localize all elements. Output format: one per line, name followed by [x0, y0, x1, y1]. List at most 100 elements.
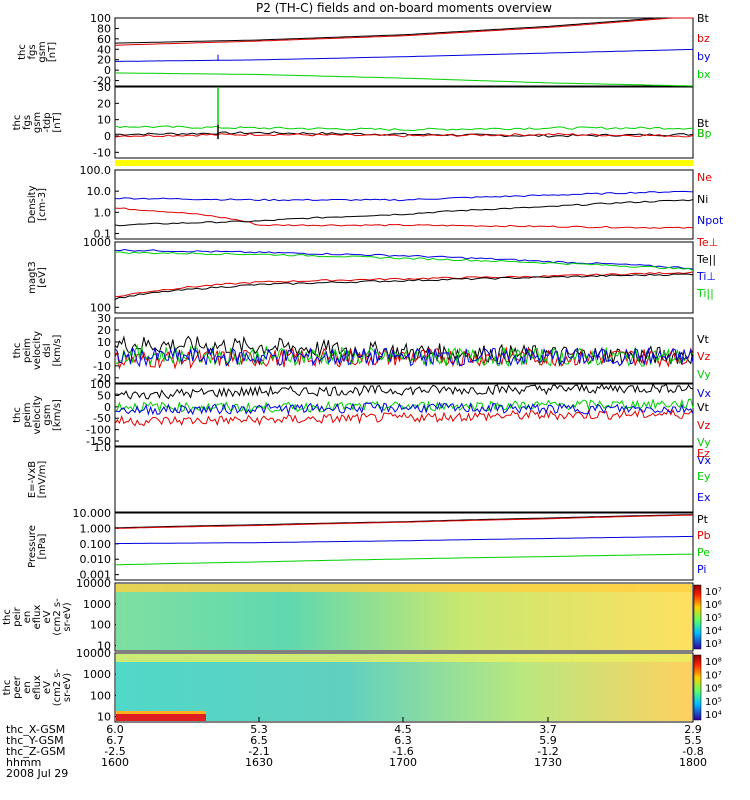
ytick-label: 1000 — [83, 598, 111, 611]
xaxis-tick-value: 6.3 — [394, 734, 412, 747]
ytick-label: 1000 — [83, 668, 111, 681]
y-axis-label: gsm — [32, 112, 43, 133]
series-Ti⊥-temperature — [114, 248, 694, 270]
ytick-label: 0.1 — [94, 227, 112, 240]
colorbar-tick-label: 10⁴ — [705, 710, 722, 721]
xaxis-tick-value: 1700 — [389, 756, 417, 769]
ytick-label: 10.0 — [87, 185, 112, 198]
xaxis-row-label: thc_Z-GSM — [6, 745, 66, 758]
spectrogram-peir — [116, 584, 692, 650]
series-bz-fgs — [114, 17, 693, 46]
colorbar-tick-label: 10⁴ — [705, 626, 722, 637]
ytick-label: -100 — [86, 424, 111, 437]
y-axis-label: E=-VxB — [27, 461, 38, 498]
panel-frame-fgs — [114, 17, 694, 87]
y-axis-label: peer — [12, 675, 23, 699]
legend-Ez: Ez — [697, 447, 710, 460]
legend-Pe: Pe — [697, 546, 710, 559]
series-bx-fgs — [114, 72, 694, 87]
ytick-label: 50 — [97, 389, 111, 402]
y-axis-label: peim — [22, 402, 33, 427]
xaxis-tick-value: -1.2 — [537, 745, 559, 758]
spectrogram-band — [116, 654, 692, 662]
series-Ti||-temperature — [114, 251, 694, 271]
series-Ni-density — [114, 199, 694, 227]
colorbar-tick-label: 10⁶ — [705, 684, 722, 695]
panel-frame-e-field — [114, 446, 694, 513]
xaxis-tick-value: 1630 — [245, 756, 273, 769]
ytick-label: 10000 — [76, 577, 111, 590]
xaxis-row-label: thc_Y-GSM — [6, 734, 64, 747]
colorbar-tick-label: 10⁷ — [705, 587, 722, 598]
y-axis-label: sr-eV) — [62, 602, 73, 631]
y-axis-label: (cm2 s- — [52, 598, 63, 636]
series-Ne-density — [114, 207, 694, 229]
legend-Pt: Pt — [697, 513, 709, 526]
y-axis-label: peim — [22, 338, 33, 363]
quality-flag-bar — [115, 160, 693, 166]
spectrogram-band — [116, 711, 206, 714]
ytick-label: 1.000 — [80, 522, 112, 535]
ytick-label: 1.0 — [94, 206, 112, 219]
ytick-label: 100 — [90, 378, 111, 391]
y-axis-label: Pressure — [27, 525, 38, 568]
xaxis-tick-value: 5.9 — [539, 734, 557, 747]
y-axis-label: [nPa] — [37, 533, 48, 559]
series-Te||-temperature — [114, 273, 694, 300]
ytick-label: 20 — [97, 97, 111, 110]
series-Pb-pressure — [114, 514, 694, 529]
legend-by: by — [697, 50, 711, 63]
panel-frame-peir — [114, 582, 694, 652]
ytick-label: 20 — [97, 324, 111, 337]
ytick-label: 100 — [90, 619, 111, 632]
legend-Ti⊥: Ti⊥ — [696, 270, 716, 283]
series-by-fgs — [115, 48, 694, 62]
y-axis-label: [km/s] — [52, 399, 63, 431]
legend-Vx: Vx — [697, 387, 712, 400]
legend-Vy: Vy — [697, 368, 711, 381]
y-axis-label: en — [22, 681, 33, 694]
ytick-label: -20 — [93, 372, 111, 385]
y-axis-label: thc — [12, 115, 23, 131]
legend-Ni: Ni — [697, 193, 708, 206]
y-axis-label: Density — [27, 185, 38, 223]
xaxis-tick-value: -2.5 — [104, 745, 126, 758]
series-Vy-peim-gsm — [114, 398, 694, 414]
series-Pi-pressure — [114, 535, 694, 545]
y-axis-label: fgs — [22, 115, 33, 130]
y-axis-label: [mV/m] — [37, 461, 48, 499]
colorbar-peer — [693, 654, 702, 721]
ytick-label: 0 — [104, 64, 111, 77]
legend-Vy: Vy — [697, 436, 711, 449]
y-axis-label: thc — [2, 680, 13, 696]
y-axis-label: sr-eV) — [62, 673, 73, 702]
colorbar-tick-label: 10⁷ — [705, 670, 722, 681]
series-Vy-peim-dsl — [114, 343, 694, 367]
series-Pe-pressure — [114, 553, 694, 566]
xaxis-row-label: hhmm — [6, 756, 42, 769]
xaxis-tick-value: -0.8 — [682, 745, 704, 758]
legend-Bt: Bt — [697, 12, 710, 25]
xaxis-tick-value: 6.0 — [106, 723, 124, 736]
ytick-label: 10 — [97, 710, 111, 723]
series-Vx-peim-dsl — [114, 346, 694, 368]
colorbar-tick-label: 10⁶ — [705, 600, 722, 611]
legend-Vz: Vz — [697, 350, 711, 363]
ytick-label: 100 — [90, 689, 111, 702]
y-axis-label: magt3 — [27, 261, 38, 294]
ytick-label: 100 — [90, 301, 111, 314]
y-axis-label: en — [22, 611, 33, 624]
legend-Ey: Ey — [697, 470, 711, 483]
legend-Br: Br — [697, 127, 710, 140]
ytick-label: 0.010 — [80, 553, 112, 566]
series-Vx-peim-gsm — [114, 401, 694, 416]
series-Bt-fgs — [114, 17, 693, 44]
legend-Vt: Vt — [697, 401, 710, 414]
legend-Ne: Ne — [697, 171, 712, 184]
colorbar-tick-label: 10³ — [705, 639, 722, 650]
y-axis-label: [cm-3] — [37, 188, 48, 221]
series-Br-fgs-dp — [114, 132, 694, 138]
legend-Ti||: Ti|| — [696, 287, 714, 300]
ytick-label: 10.000 — [73, 507, 112, 520]
